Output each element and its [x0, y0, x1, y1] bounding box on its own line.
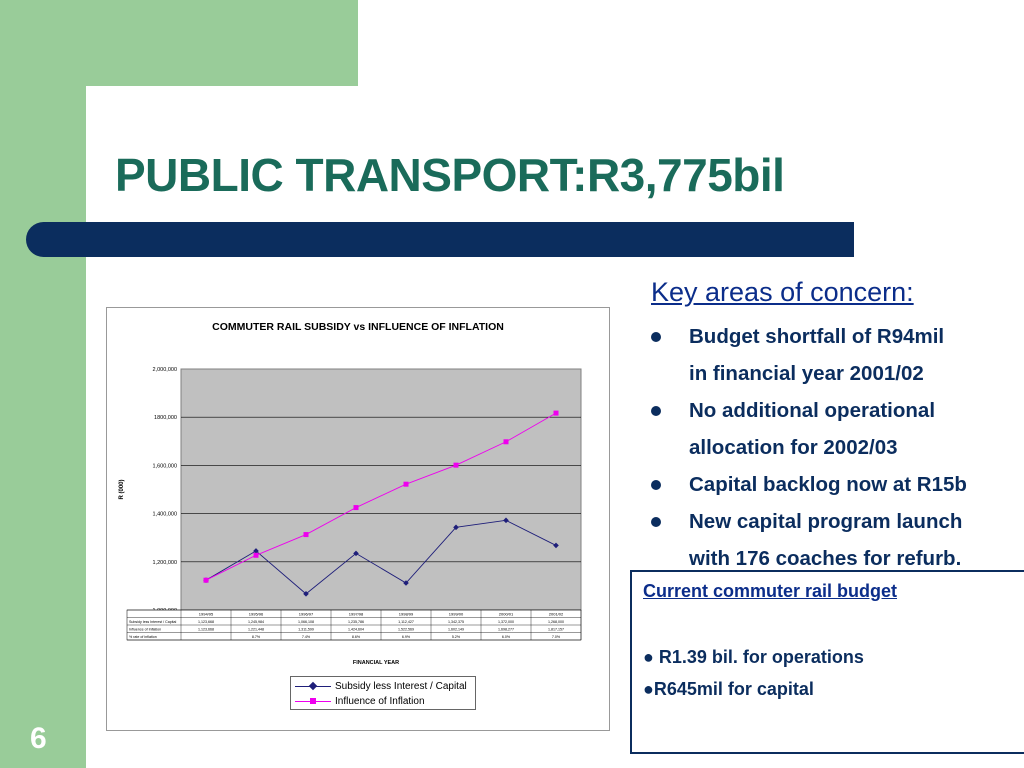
table-cell: 8.6%: [352, 635, 361, 639]
table-cell: 1,268,000: [548, 620, 564, 624]
slide-title: PUBLIC TRANSPORT:R3,775bil: [115, 149, 785, 201]
x-tick-label: 2001/02: [549, 612, 564, 617]
decorative-green-band-left: [0, 0, 86, 768]
concern-line: allocation for 2002/03: [689, 436, 898, 459]
chart-canvas: 1,000,0001,200,0001,400,0001,600,0001800…: [119, 367, 582, 666]
data-point-0: [453, 524, 459, 531]
table-cell: 1,123,668: [198, 620, 214, 624]
concern-item: No additional operational allocation for…: [651, 392, 1024, 466]
table-cell: 1,522,569: [398, 628, 414, 632]
table-cell: 1,112,427: [398, 620, 414, 624]
table-row-label: Influence of Inflation: [129, 628, 161, 632]
data-point-1: [553, 410, 559, 416]
bullet-icon: [651, 332, 661, 342]
table-row-label: % rate of inflation: [129, 635, 157, 639]
data-point-0: [503, 517, 509, 524]
table-cell: 1,221,448: [248, 628, 264, 632]
budget-line-capital: ●R645mil for capital: [643, 679, 814, 699]
concern-line: in financial year 2001/02: [689, 362, 924, 385]
data-point-0: [403, 580, 409, 586]
data-point-1: [453, 462, 459, 468]
concerns-list: Budget shortfall of R94mil in financial …: [651, 318, 1024, 577]
table-cell: 1,817,157: [548, 628, 564, 632]
x-axis-label: FINANCIAL YEAR: [353, 660, 399, 666]
decorative-rounded-corner: [86, 86, 206, 206]
table-cell: 7.0%: [552, 635, 561, 639]
x-tick-label: 1999/00: [449, 612, 464, 617]
data-point-1: [353, 505, 359, 511]
y-tick-label: 1,400,000: [153, 512, 177, 518]
y-tick-label: 1,200,000: [153, 560, 177, 566]
series-line-0: [205, 519, 557, 595]
concern-item: Capital backlog now at R15b: [651, 466, 1024, 503]
bullet-icon: [651, 517, 661, 527]
table-cell: 6.0%: [502, 635, 511, 639]
concern-item: New capital program launch with 176 coac…: [651, 503, 1024, 577]
series-line-1: [205, 412, 557, 581]
table-cell: 1,342,375: [448, 620, 464, 624]
data-point-0: [303, 591, 309, 597]
data-point-1: [203, 577, 209, 583]
table-cell: 1,698,277: [498, 628, 514, 632]
table-cell: 1,066,108: [298, 620, 314, 624]
table-row-label: Subsidy less Interest / Capital: [129, 620, 177, 624]
legend-label-subsidy: Subsidy less Interest / Capital: [335, 680, 467, 692]
x-tick-label: 1995/96: [249, 612, 264, 617]
table-cell: 1,245,984: [248, 620, 264, 624]
concern-line: No additional operational: [689, 399, 936, 422]
bullet-icon: [651, 480, 661, 490]
budget-heading: Current commuter rail budget: [643, 581, 898, 601]
bullet-icon: [651, 406, 661, 416]
table-cell: 8.7%: [252, 635, 261, 639]
plot-area: [180, 368, 582, 611]
chart-legend: Subsidy less Interest / Capital Influenc…: [290, 676, 476, 710]
data-point-1: [503, 439, 509, 445]
budget-line-operations: ● R1.39 bil. for operations: [643, 647, 864, 667]
table-cell: 1,123,668: [198, 628, 214, 632]
x-tick-label: 1996/97: [299, 612, 314, 617]
chart-title: COMMUTER RAIL SUBSIDY vs INFLUENCE OF IN…: [212, 321, 504, 333]
y-tick-label: 1,600,000: [153, 463, 177, 469]
y-tick-label: 2,000,000: [153, 367, 177, 373]
budget-box: Current commuter rail budget ● R1.39 bil…: [630, 570, 1024, 754]
legend-swatch-inflation: [295, 696, 331, 706]
concern-line: Capital backlog now at R15b: [689, 473, 967, 496]
x-tick-label: 1994/95: [199, 612, 214, 617]
data-point-0: [253, 548, 259, 554]
legend-label-inflation: Influence of Inflation: [335, 695, 425, 707]
data-point-1: [303, 532, 309, 538]
concern-line: New capital program launch: [689, 510, 963, 533]
table-cell: 5.2%: [452, 635, 461, 639]
decorative-title-bar: [26, 222, 854, 257]
legend-entry-inflation: Influence of Inflation: [295, 694, 425, 708]
legend-swatch-subsidy: [295, 681, 331, 691]
data-point-1: [253, 552, 259, 558]
concern-line: Budget shortfall of R94mil: [689, 325, 945, 348]
chart-panel: COMMUTER RAIL SUBSIDY vs INFLUENCE OF IN…: [106, 307, 610, 731]
table-cell: 1,424,604: [348, 628, 364, 632]
table-cell: 1,372,000: [498, 620, 514, 624]
data-point-1: [403, 481, 409, 487]
y-tick-label: 1800,000: [154, 415, 177, 421]
x-tick-label: 2000/01: [499, 612, 514, 617]
x-tick-label: 1998/99: [399, 612, 414, 617]
concern-item: Budget shortfall of R94mil in financial …: [651, 318, 1024, 392]
table-cell: 6.9%: [402, 635, 411, 639]
concern-line: with 176 coaches for refurb.: [689, 547, 962, 570]
y-axis-label: R (000): [119, 479, 125, 499]
slide-number: 6: [30, 722, 47, 755]
table-cell: 1,235,786: [348, 620, 364, 624]
table-cell: 1,311,599: [298, 628, 314, 632]
x-tick-label: 1997/98: [349, 612, 364, 617]
table-cell: 7.4%: [302, 635, 311, 639]
legend-entry-subsidy: Subsidy less Interest / Capital: [295, 679, 467, 693]
table-cell: 1,602,149: [448, 628, 464, 632]
concerns-heading: Key areas of concern:: [651, 277, 914, 307]
